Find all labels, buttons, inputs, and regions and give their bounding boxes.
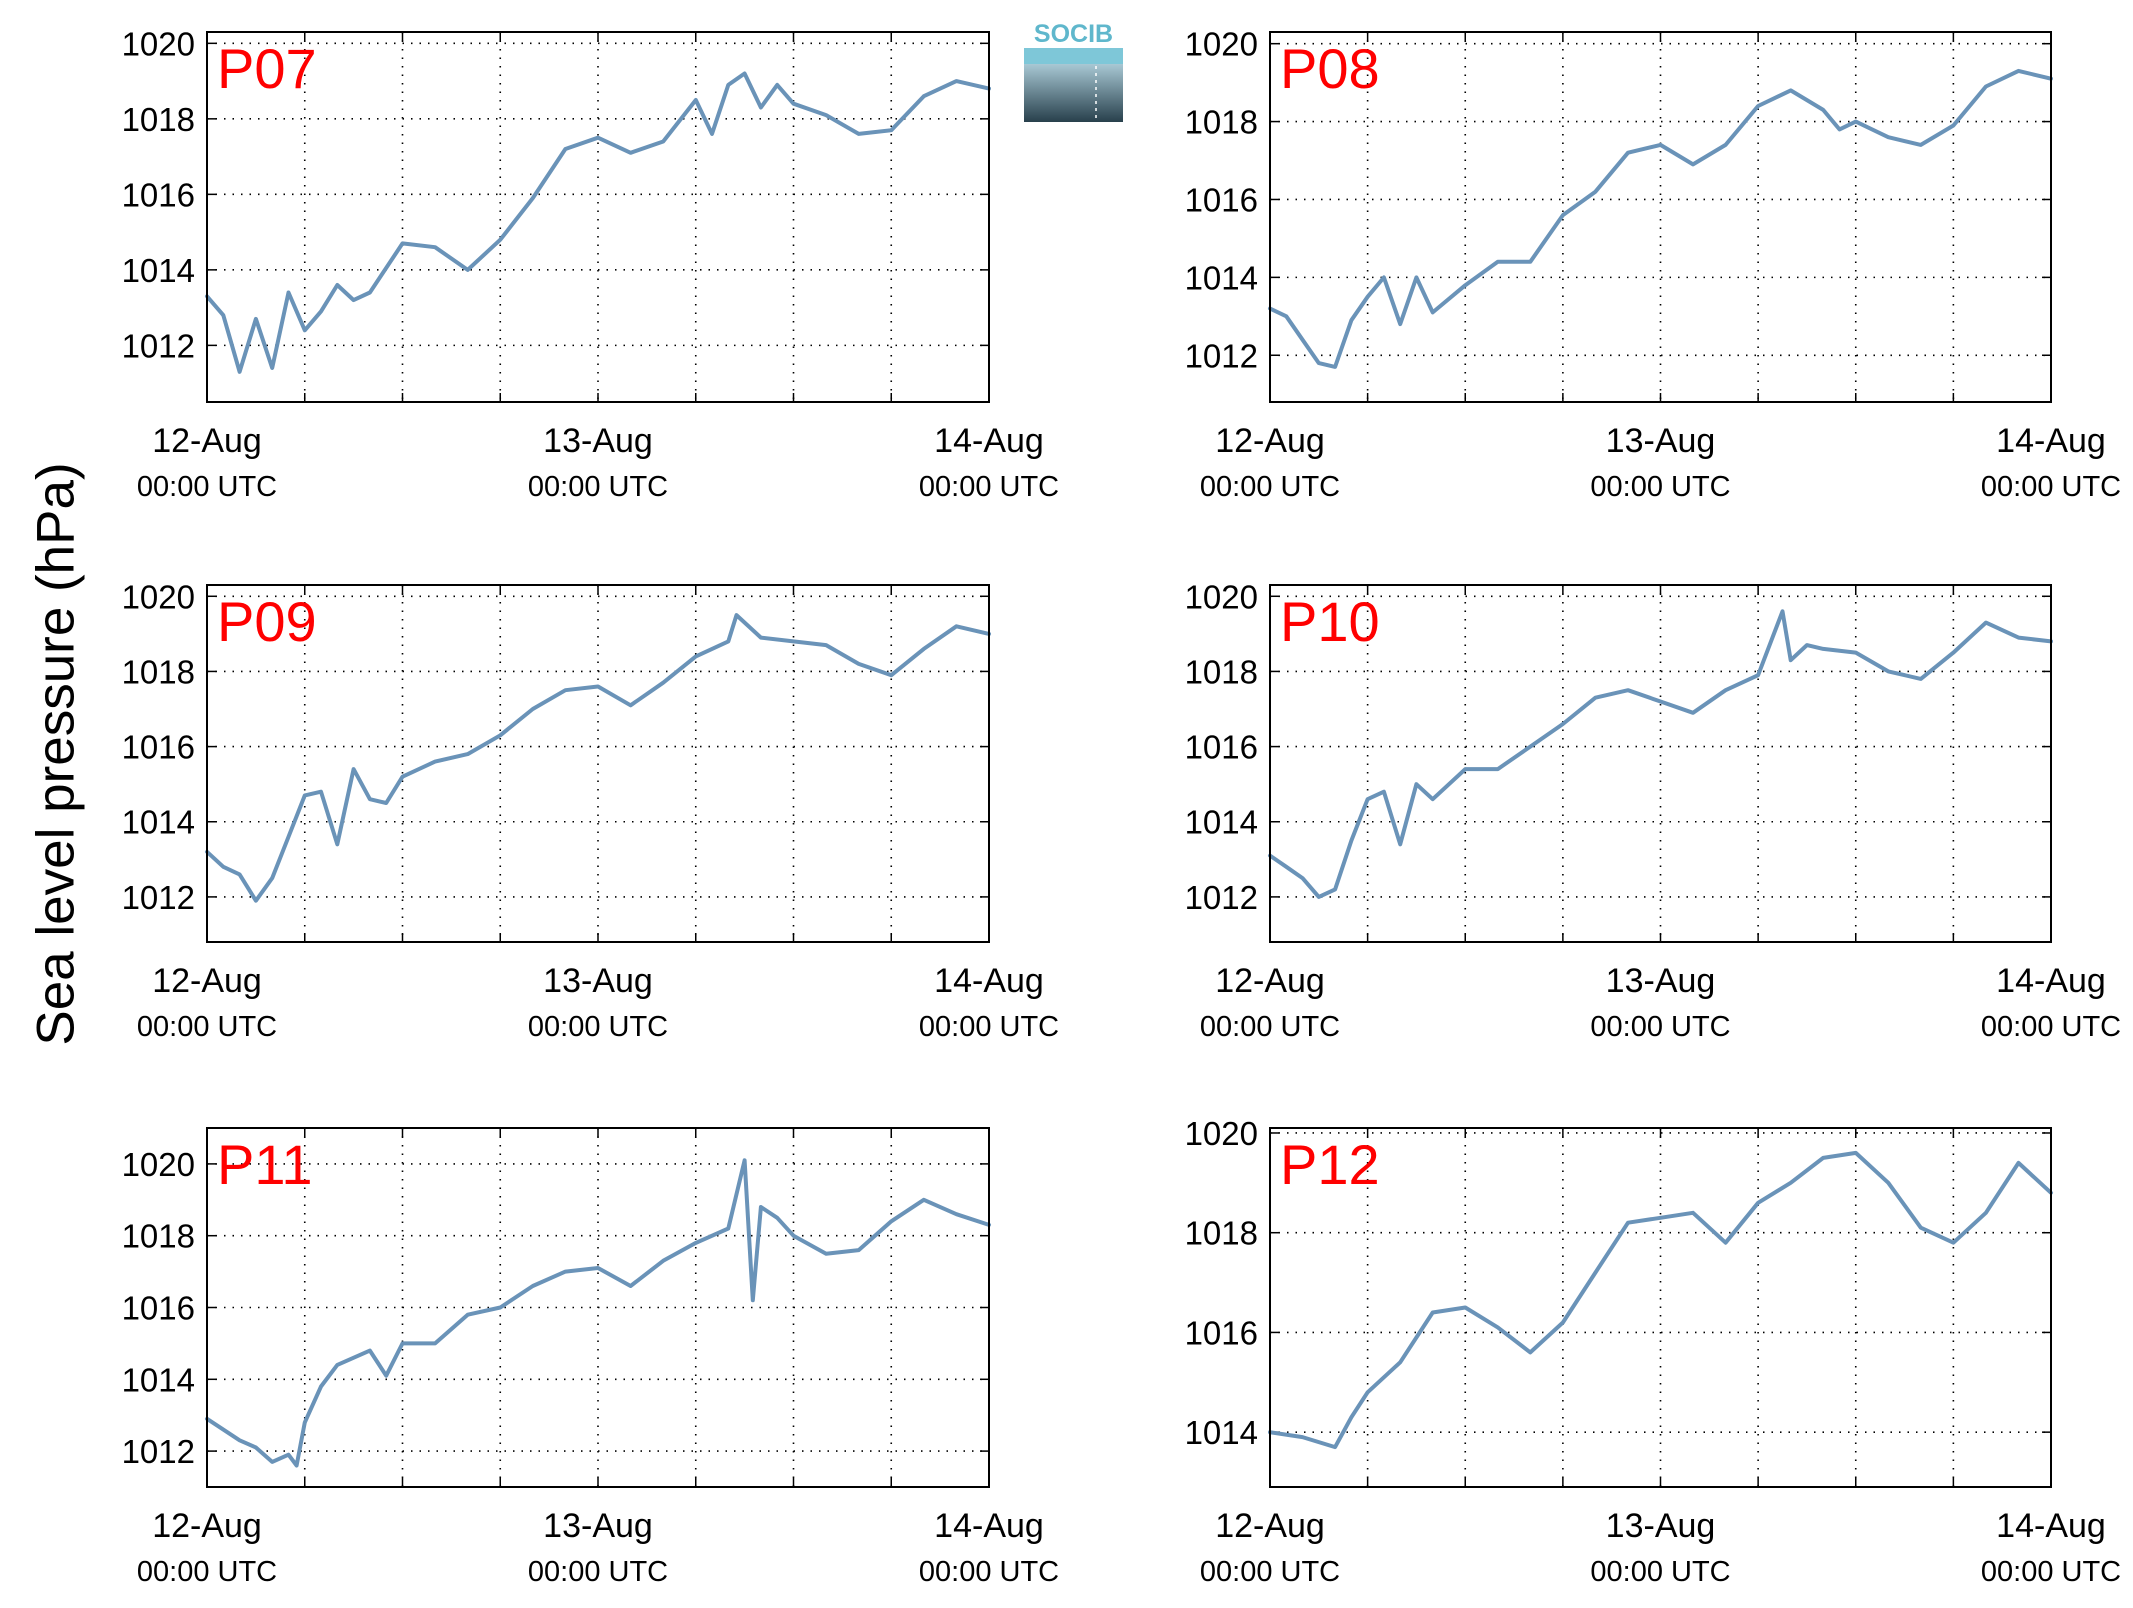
y-tick-label: 1020 xyxy=(1185,578,1258,615)
x-tick-label-date: 12-Aug xyxy=(152,422,262,460)
x-tick-label-date: 12-Aug xyxy=(1215,962,1325,1000)
station-label: P07 xyxy=(217,37,317,100)
x-tick-label-date: 14-Aug xyxy=(1996,962,2106,1000)
station-label: P08 xyxy=(1280,37,1380,100)
y-tick-label: 1014 xyxy=(1185,259,1258,296)
x-tick-label-date: 13-Aug xyxy=(543,1507,653,1545)
y-tick-label: 1012 xyxy=(1185,337,1258,374)
y-tick-label: 1018 xyxy=(122,101,195,138)
pressure-series-line xyxy=(205,613,991,903)
x-tick-label-time: 00:00 UTC xyxy=(137,1011,277,1043)
y-tick-label: 1014 xyxy=(1185,1414,1258,1451)
x-tick-label-time: 00:00 UTC xyxy=(528,1556,668,1588)
chart-svg-p08: 1012 1014 1016 1018 1020 12-Aug 00:00 UTC 13-Au… xyxy=(1185,26,2122,503)
pressure-series-line xyxy=(205,1158,991,1468)
y-tick-label: 1018 xyxy=(122,653,195,690)
x-tick-label-time: 00:00 UTC xyxy=(137,471,277,503)
x-tick-label-time: 00:00 UTC xyxy=(1981,1556,2121,1588)
y-tick-label: 1016 xyxy=(1185,181,1258,218)
x-tick-label-date: 12-Aug xyxy=(1215,1507,1325,1545)
chart-svg-p11: 1012 1014 1016 1018 1020 12-Aug 00:00 UTC 13-Au… xyxy=(122,1127,1059,1588)
y-tick-label: 1012 xyxy=(122,1433,195,1470)
pressure-series-line xyxy=(1268,68,2053,369)
station-label: P09 xyxy=(217,590,317,653)
x-tick-label-time: 00:00 UTC xyxy=(1981,1011,2121,1043)
station-label: P12 xyxy=(1280,1133,1380,1196)
socib-logo-graphic: SOCIB xyxy=(1024,20,1123,122)
y-tick-label: 1020 xyxy=(122,1146,195,1183)
plot-frame xyxy=(206,1127,990,1488)
x-tick-label-date: 13-Aug xyxy=(1606,422,1716,460)
x-tick-label-time: 00:00 UTC xyxy=(1200,1011,1340,1043)
y-tick-label: 1018 xyxy=(1185,653,1258,690)
y-tick-label: 1018 xyxy=(122,1218,195,1255)
x-tick-label-time: 00:00 UTC xyxy=(1200,471,1340,503)
y-tick-label: 1020 xyxy=(1185,1115,1258,1152)
x-tick-label-time: 00:00 UTC xyxy=(919,1556,1059,1588)
x-tick-label-date: 12-Aug xyxy=(152,1507,262,1545)
y-tick-label: 1014 xyxy=(122,252,195,289)
x-tick-label-time: 00:00 UTC xyxy=(528,471,668,503)
plot-frame xyxy=(206,31,990,403)
x-tick-label-date: 13-Aug xyxy=(1606,1507,1716,1545)
x-tick-label-time: 00:00 UTC xyxy=(137,1556,277,1588)
x-tick-label-date: 14-Aug xyxy=(934,1507,1044,1545)
chart-svg-p07: 1012 1014 1016 1018 1020 12-Aug 00:00 UTC 13-Au… xyxy=(122,25,1060,503)
x-tick-label-date: 13-Aug xyxy=(1606,962,1716,1000)
y-tick-label: 1012 xyxy=(1185,879,1258,916)
y-tick-label: 1018 xyxy=(1185,1215,1258,1252)
y-tick-label: 1020 xyxy=(1185,26,1258,63)
pressure-series-line xyxy=(205,71,991,374)
x-tick-label-date: 13-Aug xyxy=(543,962,653,1000)
plot-frame xyxy=(1269,31,2052,403)
x-tick-label-date: 14-Aug xyxy=(934,422,1044,460)
pressure-series-line xyxy=(1268,609,2053,899)
x-tick-label-time: 00:00 UTC xyxy=(1590,1556,1730,1588)
y-tick-label: 1020 xyxy=(122,578,195,615)
y-tick-label: 1018 xyxy=(1185,104,1258,141)
x-tick-label-time: 00:00 UTC xyxy=(1200,1556,1340,1588)
x-tick-label-date: 14-Aug xyxy=(1996,422,2106,460)
station-label: P10 xyxy=(1280,590,1380,653)
x-tick-label-date: 13-Aug xyxy=(543,422,653,460)
y-tick-label: 1016 xyxy=(1185,729,1258,766)
plot-frame xyxy=(1269,584,2052,943)
station-label: P11 xyxy=(217,1133,312,1196)
plot-frame xyxy=(206,584,990,943)
chart-svg-p09: 1012 1014 1016 1018 1020 12-Aug 00:00 UTC 13-Au… xyxy=(122,578,1060,1043)
y-tick-label: 1016 xyxy=(122,729,195,766)
y-tick-label: 1016 xyxy=(122,1290,195,1327)
x-tick-label-date: 14-Aug xyxy=(934,962,1044,1000)
socib-logo-text: SOCIB xyxy=(1034,20,1113,48)
y-tick-label: 1014 xyxy=(1185,804,1258,841)
pressure-series-line xyxy=(1268,1150,2053,1450)
socib-logo: SOCIB xyxy=(1024,18,1123,122)
x-tick-label-time: 00:00 UTC xyxy=(1590,1011,1730,1043)
x-tick-label-time: 00:00 UTC xyxy=(919,1011,1059,1043)
y-tick-label: 1014 xyxy=(122,1361,195,1398)
y-tick-label: 1020 xyxy=(122,25,195,62)
chart-svg-p10: 1012 1014 1016 1018 1020 12-Aug 00:00 UTC 13-Au… xyxy=(1185,578,2122,1043)
x-tick-label-time: 00:00 UTC xyxy=(1981,471,2121,503)
plot-frame xyxy=(1269,1127,2052,1488)
x-tick-label-time: 00:00 UTC xyxy=(1590,471,1730,503)
x-tick-label-time: 00:00 UTC xyxy=(528,1011,668,1043)
y-tick-label: 1016 xyxy=(1185,1314,1258,1351)
x-tick-label-date: 12-Aug xyxy=(1215,422,1325,460)
x-tick-label-date: 12-Aug xyxy=(152,962,262,1000)
x-tick-label-date: 14-Aug xyxy=(1996,1507,2106,1545)
y-tick-label: 1012 xyxy=(122,327,195,364)
y-tick-label: 1014 xyxy=(122,804,195,841)
y-tick-label: 1012 xyxy=(122,879,195,916)
x-tick-label-time: 00:00 UTC xyxy=(919,471,1059,503)
y-tick-label: 1016 xyxy=(122,176,195,213)
